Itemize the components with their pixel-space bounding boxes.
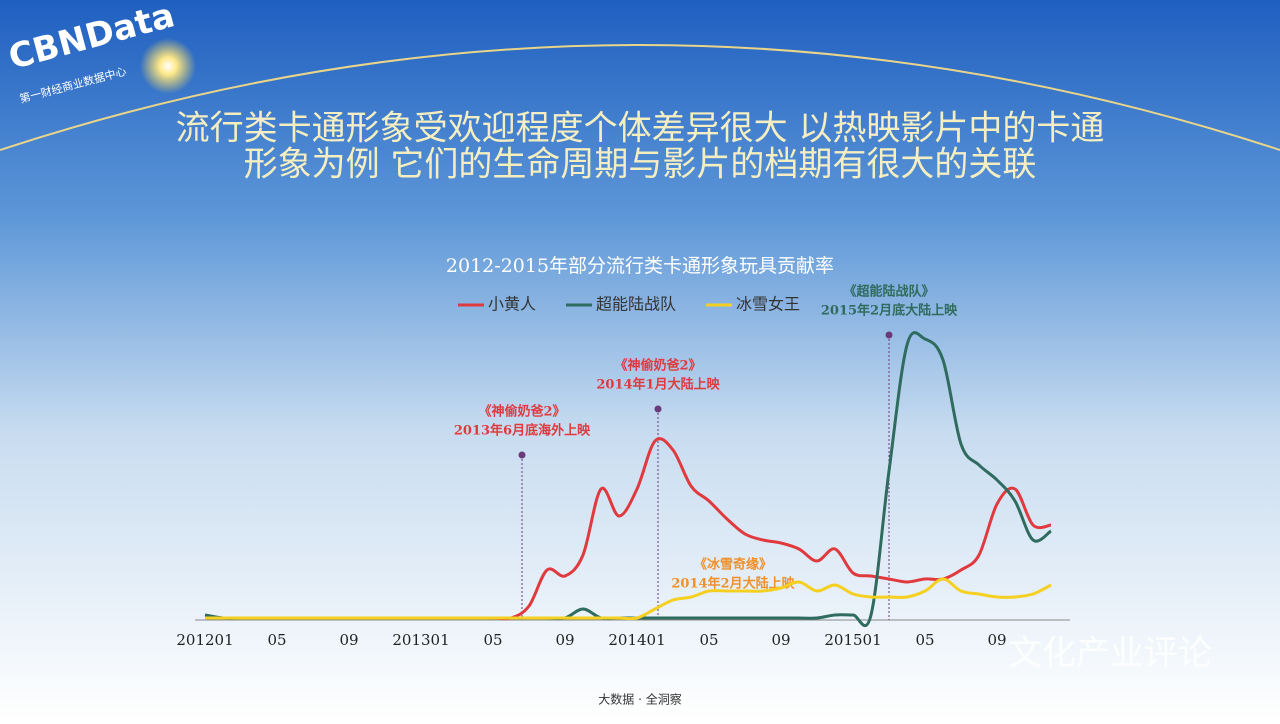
annotation: 《神偷奶爸2》 — [614, 358, 701, 374]
legend-label: 冰雪女王 — [736, 295, 800, 314]
x-tick-label: 05 — [699, 631, 718, 649]
annotation: 《超能陆战队》 — [843, 284, 934, 300]
annotation-dot — [654, 405, 662, 413]
x-tick-label: 201501 — [824, 631, 881, 649]
x-tick-label: 09 — [339, 631, 358, 649]
arc — [0, 44, 1280, 151]
footer: 大数据 · 全洞察 — [598, 692, 681, 707]
legend-label: 超能陆战队 — [596, 295, 676, 314]
annotation: 《神偷奶爸2》 — [478, 404, 565, 420]
x-tick-label: 09 — [987, 631, 1006, 649]
annotation: 2014年1月大陆上映 — [596, 377, 720, 393]
x-tick-label: 05 — [915, 631, 934, 649]
headline: 形象为例 它们的生命周期与影片的档期有很大的关联 — [244, 145, 1037, 185]
x-tick-label: 201301 — [392, 631, 449, 649]
x-tick-label: 05 — [483, 631, 502, 649]
sun — [140, 38, 196, 94]
x-tick-label: 201401 — [608, 631, 665, 649]
annotation: 2014年2月大陆上映 — [671, 576, 795, 592]
x-tick-label: 05 — [267, 631, 286, 649]
annotation: 2013年6月底海外上映 — [454, 423, 591, 439]
x-tick-label: 09 — [555, 631, 574, 649]
x-tick-label: 201201 — [176, 631, 233, 649]
watermark: 文化产业评论 — [1008, 634, 1212, 674]
annotation-dot — [518, 451, 526, 459]
chart-title: 2012-2015年部分流行类卡通形象玩具贡献率 — [446, 255, 834, 277]
x-tick-label: 09 — [771, 631, 790, 649]
annotation-dot — [885, 331, 893, 339]
annotation: 《冰雪奇缘》 — [694, 557, 772, 573]
series-line — [205, 577, 1052, 621]
headline: 流行类卡通形象受欢迎程度个体差异很大 以热映影片中的卡通 — [176, 109, 1105, 149]
annotation: 2015年2月底大陆上映 — [821, 303, 958, 319]
legend-label: 小黄人 — [488, 295, 536, 314]
